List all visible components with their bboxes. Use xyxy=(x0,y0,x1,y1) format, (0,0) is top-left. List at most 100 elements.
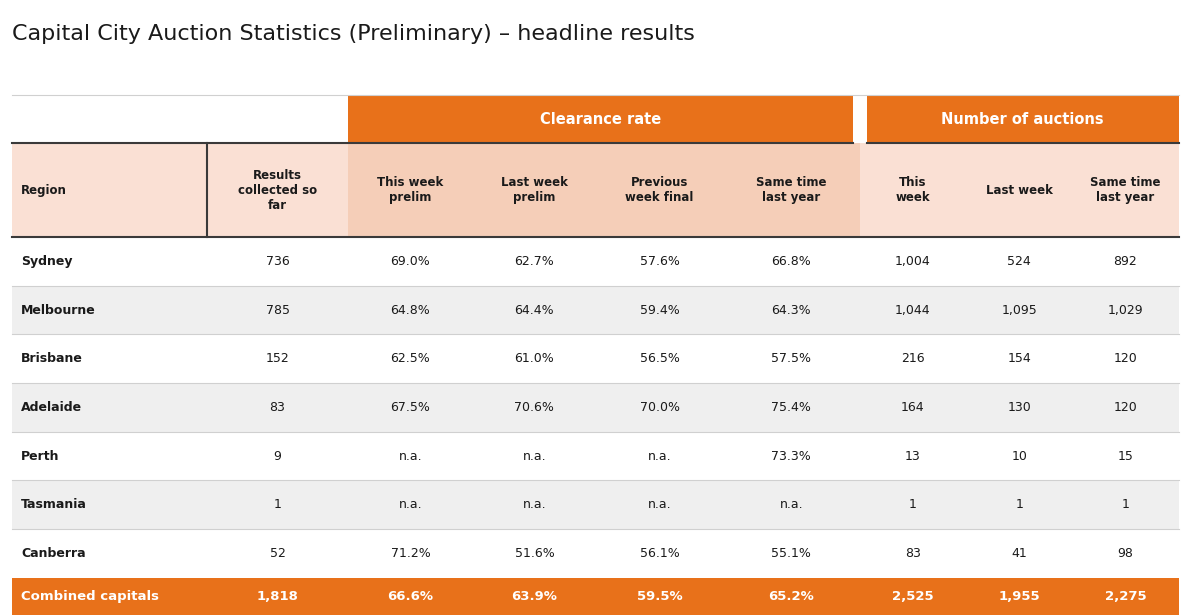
Text: 98: 98 xyxy=(1117,547,1134,560)
Text: 1,095: 1,095 xyxy=(1001,304,1037,317)
FancyBboxPatch shape xyxy=(966,578,1072,615)
FancyBboxPatch shape xyxy=(860,480,966,529)
Text: This week
prelim: This week prelim xyxy=(377,176,444,204)
Text: 61.0%: 61.0% xyxy=(515,352,554,365)
FancyBboxPatch shape xyxy=(966,237,1072,286)
FancyBboxPatch shape xyxy=(207,334,348,383)
FancyBboxPatch shape xyxy=(1072,529,1179,578)
Text: 59.5%: 59.5% xyxy=(637,590,683,603)
FancyBboxPatch shape xyxy=(207,383,348,432)
Text: n.a.: n.a. xyxy=(522,498,547,511)
FancyBboxPatch shape xyxy=(1072,578,1179,615)
FancyBboxPatch shape xyxy=(723,578,860,615)
FancyBboxPatch shape xyxy=(596,334,723,383)
Text: Same time
last year: Same time last year xyxy=(756,176,827,204)
Text: 1,004: 1,004 xyxy=(895,255,931,268)
Text: n.a.: n.a. xyxy=(398,498,423,511)
Text: 56.5%: 56.5% xyxy=(640,352,679,365)
FancyBboxPatch shape xyxy=(723,334,860,383)
FancyBboxPatch shape xyxy=(472,383,596,432)
Text: n.a.: n.a. xyxy=(647,498,672,511)
FancyBboxPatch shape xyxy=(12,143,207,237)
FancyBboxPatch shape xyxy=(860,383,966,432)
FancyBboxPatch shape xyxy=(596,432,723,480)
FancyBboxPatch shape xyxy=(472,529,596,578)
Text: 56.1%: 56.1% xyxy=(640,547,679,560)
FancyBboxPatch shape xyxy=(860,237,966,286)
Text: 70.0%: 70.0% xyxy=(640,401,679,414)
FancyBboxPatch shape xyxy=(207,578,348,615)
FancyBboxPatch shape xyxy=(723,237,860,286)
FancyBboxPatch shape xyxy=(867,95,1179,143)
FancyBboxPatch shape xyxy=(723,143,860,237)
Text: 2,525: 2,525 xyxy=(892,590,934,603)
Text: Perth: Perth xyxy=(21,450,60,463)
Text: n.a.: n.a. xyxy=(779,498,803,511)
Text: 130: 130 xyxy=(1007,401,1031,414)
FancyBboxPatch shape xyxy=(966,529,1072,578)
FancyBboxPatch shape xyxy=(472,237,596,286)
FancyBboxPatch shape xyxy=(348,578,472,615)
Text: 41: 41 xyxy=(1011,547,1027,560)
Text: 59.4%: 59.4% xyxy=(640,304,679,317)
FancyBboxPatch shape xyxy=(1072,383,1179,432)
FancyBboxPatch shape xyxy=(348,95,853,143)
FancyBboxPatch shape xyxy=(348,143,472,237)
Text: 66.8%: 66.8% xyxy=(771,255,811,268)
FancyBboxPatch shape xyxy=(207,237,348,286)
FancyBboxPatch shape xyxy=(860,432,966,480)
Text: Capital City Auction Statistics (Preliminary) – headline results: Capital City Auction Statistics (Prelimi… xyxy=(12,24,694,44)
Text: 71.2%: 71.2% xyxy=(391,547,430,560)
FancyBboxPatch shape xyxy=(348,237,472,286)
Text: 64.3%: 64.3% xyxy=(771,304,811,317)
FancyBboxPatch shape xyxy=(472,334,596,383)
Text: 785: 785 xyxy=(266,304,289,317)
Text: Canberra: Canberra xyxy=(21,547,86,560)
FancyBboxPatch shape xyxy=(723,432,860,480)
FancyBboxPatch shape xyxy=(348,529,472,578)
Text: Tasmania: Tasmania xyxy=(21,498,87,511)
FancyBboxPatch shape xyxy=(860,529,966,578)
Text: 1,955: 1,955 xyxy=(998,590,1040,603)
Text: 1: 1 xyxy=(274,498,281,511)
Text: 62.5%: 62.5% xyxy=(391,352,430,365)
Text: Last week
prelim: Last week prelim xyxy=(501,176,568,204)
FancyBboxPatch shape xyxy=(348,432,472,480)
Text: 62.7%: 62.7% xyxy=(515,255,554,268)
FancyBboxPatch shape xyxy=(12,286,207,334)
FancyBboxPatch shape xyxy=(1072,237,1179,286)
Text: 1,818: 1,818 xyxy=(256,590,299,603)
FancyBboxPatch shape xyxy=(348,480,472,529)
Text: 736: 736 xyxy=(266,255,289,268)
FancyBboxPatch shape xyxy=(207,529,348,578)
FancyBboxPatch shape xyxy=(207,432,348,480)
FancyBboxPatch shape xyxy=(1072,480,1179,529)
Text: 67.5%: 67.5% xyxy=(391,401,430,414)
FancyBboxPatch shape xyxy=(966,383,1072,432)
FancyBboxPatch shape xyxy=(966,334,1072,383)
FancyBboxPatch shape xyxy=(860,578,966,615)
FancyBboxPatch shape xyxy=(12,383,207,432)
Text: 13: 13 xyxy=(905,450,921,463)
FancyBboxPatch shape xyxy=(966,286,1072,334)
Text: Adelaide: Adelaide xyxy=(21,401,83,414)
Text: 57.6%: 57.6% xyxy=(640,255,679,268)
Text: 63.9%: 63.9% xyxy=(511,590,557,603)
Text: 120: 120 xyxy=(1114,401,1137,414)
Text: 83: 83 xyxy=(269,401,286,414)
Text: 57.5%: 57.5% xyxy=(771,352,811,365)
Text: Brisbane: Brisbane xyxy=(21,352,83,365)
FancyBboxPatch shape xyxy=(348,383,472,432)
Text: Results
collected so
far: Results collected so far xyxy=(239,169,317,211)
FancyBboxPatch shape xyxy=(1072,334,1179,383)
Text: Same time
last year: Same time last year xyxy=(1090,176,1161,204)
Text: 15: 15 xyxy=(1117,450,1134,463)
Text: 1: 1 xyxy=(1122,498,1129,511)
FancyBboxPatch shape xyxy=(472,143,596,237)
Text: Region: Region xyxy=(21,184,67,197)
Text: 120: 120 xyxy=(1114,352,1137,365)
FancyBboxPatch shape xyxy=(723,286,860,334)
FancyBboxPatch shape xyxy=(1072,143,1179,237)
Text: 9: 9 xyxy=(274,450,281,463)
Text: 892: 892 xyxy=(1114,255,1137,268)
